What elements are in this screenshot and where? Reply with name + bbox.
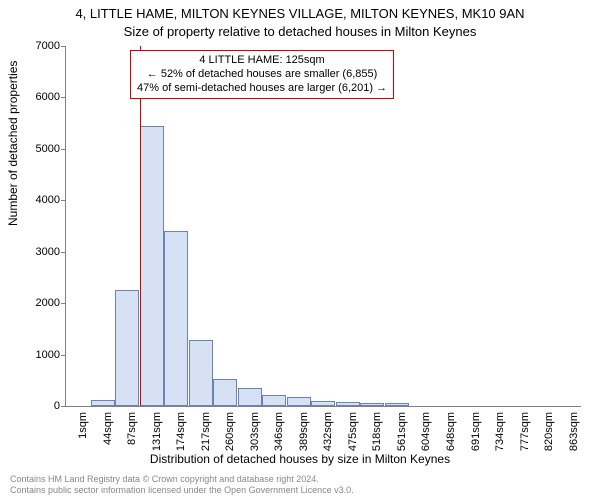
footer-line-2: Contains public sector information licen… [10, 485, 354, 496]
y-tick-label: 0 [54, 400, 60, 412]
x-tick-label: 389sqm [298, 412, 310, 451]
bar [213, 379, 237, 406]
x-tick-label: 432sqm [323, 412, 335, 451]
x-tick-label: 691sqm [470, 412, 482, 451]
bar [91, 400, 115, 406]
footer-line-1: Contains HM Land Registry data © Crown c… [10, 474, 354, 485]
plot-area [65, 46, 581, 407]
footer: Contains HM Land Registry data © Crown c… [10, 474, 354, 497]
x-tick-label: 260sqm [224, 412, 236, 451]
marker-line [140, 46, 141, 406]
x-tick-label: 174sqm [175, 412, 187, 451]
bar [336, 402, 360, 406]
x-tick-label: 561sqm [396, 412, 408, 451]
x-axis-label: Distribution of detached houses by size … [0, 452, 600, 466]
y-tick-label: 3000 [36, 246, 60, 258]
x-tick-label: 518sqm [372, 412, 384, 451]
figure: 4, LITTLE HAME, MILTON KEYNES VILLAGE, M… [0, 0, 600, 500]
bar [189, 340, 213, 406]
x-tick-label: 777sqm [519, 412, 531, 451]
info-line-2: ← 52% of detached houses are smaller (6,… [137, 68, 387, 82]
x-tick-label: 1sqm [77, 412, 89, 439]
x-tick-label: 475sqm [347, 412, 359, 451]
x-tick-label: 217sqm [200, 412, 212, 451]
x-tick-label: 303sqm [249, 412, 261, 451]
x-tick-label: 131sqm [151, 412, 163, 451]
y-axis-label: Number of detached properties [6, 61, 20, 226]
bar [238, 388, 262, 407]
bar [360, 403, 384, 406]
y-tick-label: 5000 [36, 143, 60, 155]
x-tick-label: 734sqm [494, 412, 506, 451]
bar [115, 290, 139, 406]
y-tick-label: 7000 [36, 40, 60, 52]
x-tick-label: 604sqm [421, 412, 433, 451]
x-ticks: 1sqm 44sqm 87sqm 131sqm 174sqm 217sqm 260sqm 30… [65, 408, 580, 458]
bars [66, 46, 581, 406]
y-tick-label: 1000 [36, 349, 60, 361]
title-line-2: Size of property relative to detached ho… [0, 24, 600, 39]
info-box: 4 LITTLE HAME: 125sqm ← 52% of detached … [130, 50, 394, 99]
x-tick-label: 44sqm [102, 412, 114, 445]
x-tick-label: 820sqm [543, 412, 555, 451]
y-tick-label: 2000 [36, 297, 60, 309]
x-tick-label: 346sqm [273, 412, 285, 451]
x-tick-label: 648sqm [445, 412, 457, 451]
bar [164, 231, 188, 406]
info-line-1: 4 LITTLE HAME: 125sqm [137, 54, 387, 68]
y-tick-label: 6000 [36, 91, 60, 103]
title-line-1: 4, LITTLE HAME, MILTON KEYNES VILLAGE, M… [0, 6, 600, 21]
bar [262, 395, 286, 406]
bar [140, 126, 164, 406]
bar [385, 403, 409, 406]
y-tick-label: 4000 [36, 194, 60, 206]
bar [311, 401, 335, 406]
bar [287, 397, 311, 406]
x-tick-label: 87sqm [126, 412, 138, 445]
info-line-3: 47% of semi-detached houses are larger (… [137, 82, 387, 96]
x-tick-label: 863sqm [568, 412, 580, 451]
